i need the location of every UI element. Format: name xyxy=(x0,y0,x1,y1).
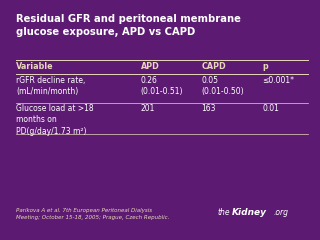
Text: Parikova A et al. 7th European Peritoneal Dialysis
Meeting; October 15-18, 2005;: Parikova A et al. 7th European Peritonea… xyxy=(16,208,169,220)
Text: Kidney: Kidney xyxy=(232,208,267,217)
Text: 0.05
(0.01-0.50): 0.05 (0.01-0.50) xyxy=(202,76,244,96)
Text: Glucose load at >18
months on
PD(g/day/1.73 m²): Glucose load at >18 months on PD(g/day/1… xyxy=(16,104,94,136)
Text: CAPD: CAPD xyxy=(202,62,226,71)
Text: .org: .org xyxy=(274,208,289,217)
Text: APD: APD xyxy=(141,62,160,71)
Text: 0.26
(0.01-0.51): 0.26 (0.01-0.51) xyxy=(141,76,183,96)
Text: Variable: Variable xyxy=(16,62,54,71)
Text: the: the xyxy=(218,208,231,217)
Text: ≤0.001*: ≤0.001* xyxy=(262,76,294,85)
Text: Residual GFR and peritoneal membrane
glucose exposure, APD vs CAPD: Residual GFR and peritoneal membrane glu… xyxy=(16,14,241,37)
Text: 201: 201 xyxy=(141,104,155,113)
Text: 163: 163 xyxy=(202,104,216,113)
Text: 0.01: 0.01 xyxy=(262,104,279,113)
Text: rGFR decline rate,
(mL/min/month): rGFR decline rate, (mL/min/month) xyxy=(16,76,85,96)
Text: p: p xyxy=(262,62,268,71)
